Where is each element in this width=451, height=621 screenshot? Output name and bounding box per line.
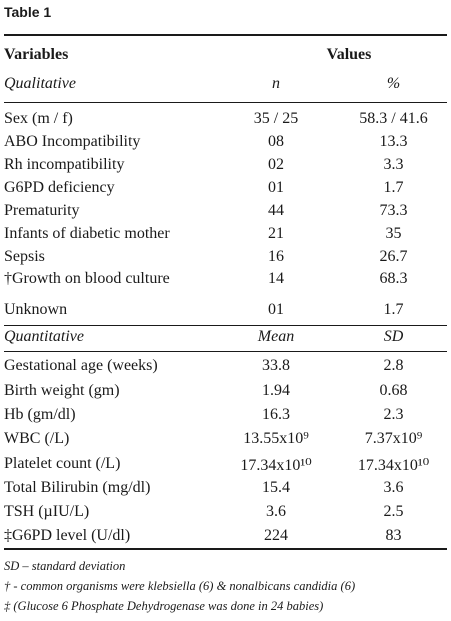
table-caption: Table 1 [4,4,52,20]
table-row: Sex (m / f) 35 / 25 58.3 / 41.6 [4,110,447,134]
row-sd: 2.3 [383,406,404,423]
row-variable: †Growth on blood culture [4,270,170,287]
row-n: 35 / 25 [253,110,299,127]
row-n: 44 [268,202,284,219]
table-row: Gestational age (weeks) 33.8 2.8 [4,357,447,381]
footnote-dagger: † - common organisms were klebsiella (6)… [4,579,356,593]
row-variable: Unknown [4,301,68,318]
table-row: Hb (gm/dl) 16.3 2.3 [4,406,447,430]
row-variable: Sepsis [4,248,45,265]
row-n: 21 [268,225,284,242]
table-row: WBC (/L) 13.55x10⁹ 7.37x10⁹ [4,430,447,454]
row-n: 02 [268,156,284,173]
header-variables: Variables [4,46,69,63]
col-sd-label: SD [383,328,404,345]
footnote-double-dagger: ‡ (Glucose 6 Phosphate Dehydrogenase was… [4,599,324,613]
row-pct: 13.3 [379,133,408,150]
col-n-label: n [272,75,280,92]
row-variable: Gestational age (weeks) [4,357,158,374]
row-variable: WBC (/L) [4,430,70,447]
table-row: †Growth on blood culture 14 68.3 [4,270,447,294]
table-row: Prematurity 44 73.3 [4,202,447,226]
col-mean-label: Mean [257,328,295,345]
table-row: Platelet count (/L) 17.34x10¹⁰ 17.34x10¹⁰ [4,455,447,479]
row-sd: 7.37x10⁹ [364,430,423,447]
quantitative-top-rule [4,325,447,326]
row-mean: 33.8 [262,357,290,374]
header-values: Values [326,46,372,63]
row-variable: Sex (m / f) [4,110,73,127]
row-sd: 83 [385,527,402,544]
row-n: 08 [268,133,284,150]
row-n: 01 [268,179,284,196]
quantitative-subheader: Quantitative Mean SD [4,328,447,352]
row-variable: ABO Incompatibility [4,133,141,150]
table-row: Rh incompatibility 02 3.3 [4,156,447,180]
table-row: Birth weight (gm) 1.94 0.68 [4,382,447,406]
row-variable: Infants of diabetic mother [4,225,170,242]
row-pct: 26.7 [379,248,408,265]
row-mean: 16.3 [262,406,290,423]
row-n: 16 [268,248,284,265]
row-variable: G6PD deficiency [4,179,115,196]
row-pct: 35 [385,225,402,242]
row-variable: TSH (µIU/L) [4,503,90,520]
row-variable: Hb (gm/dl) [4,406,76,423]
row-mean: 224 [264,527,288,544]
row-sd: 3.6 [383,479,404,496]
row-variable: Birth weight (gm) [4,382,120,399]
row-variable: Platelet count (/L) [4,455,121,472]
table-row: ‡G6PD level (U/dl) 224 83 [4,527,447,551]
row-mean: 1.94 [262,382,290,399]
row-variable: Prematurity [4,202,80,219]
table-row: Infants of diabetic mother 21 35 [4,225,447,249]
row-mean: 13.55x10⁹ [243,430,309,447]
table-row: Unknown 01 1.7 [4,301,447,325]
table-row: ABO Incompatibility 08 13.3 [4,133,447,157]
table-row: G6PD deficiency 01 1.7 [4,179,447,203]
qualitative-rule [4,102,447,103]
row-variable: Total Bilirubin (mg/dl) [4,479,151,496]
row-pct: 73.3 [379,202,408,219]
row-mean: 15.4 [262,479,290,496]
row-variable: Rh incompatibility [4,156,125,173]
row-pct: 1.7 [383,301,404,318]
qualitative-subheader: Qualitative n % [4,75,447,99]
quantitative-rule [4,351,447,352]
table-row: TSH (µIU/L) 3.6 2.5 [4,503,447,527]
row-variable: ‡G6PD level (U/dl) [4,527,131,544]
col-pct-label: % [386,75,401,92]
bottom-rule [4,548,447,550]
table-row: Total Bilirubin (mg/dl) 15.4 3.6 [4,479,447,503]
row-mean: 3.6 [266,503,286,520]
table-row: Sepsis 16 26.7 [4,248,447,272]
row-n: 01 [268,301,284,318]
qualitative-label: Qualitative [4,75,76,92]
row-pct: 58.3 / 41.6 [359,110,428,127]
row-sd: 17.34x10¹⁰ [357,457,430,474]
footnote-sd: SD – standard deviation [4,559,126,573]
footnotes: SD – standard deviation † - common organ… [4,556,447,616]
row-pct: 68.3 [379,270,408,287]
row-sd: 2.5 [383,503,404,520]
row-mean: 17.34x10¹⁰ [240,457,312,474]
quantitative-label: Quantitative [4,328,84,345]
row-sd: 0.68 [379,382,408,399]
row-sd: 2.8 [383,357,404,374]
row-pct: 1.7 [383,179,404,196]
top-rule [4,34,447,36]
table-header-row: Variables Values [4,46,447,70]
row-pct: 3.3 [383,156,404,173]
row-n: 14 [268,270,284,287]
